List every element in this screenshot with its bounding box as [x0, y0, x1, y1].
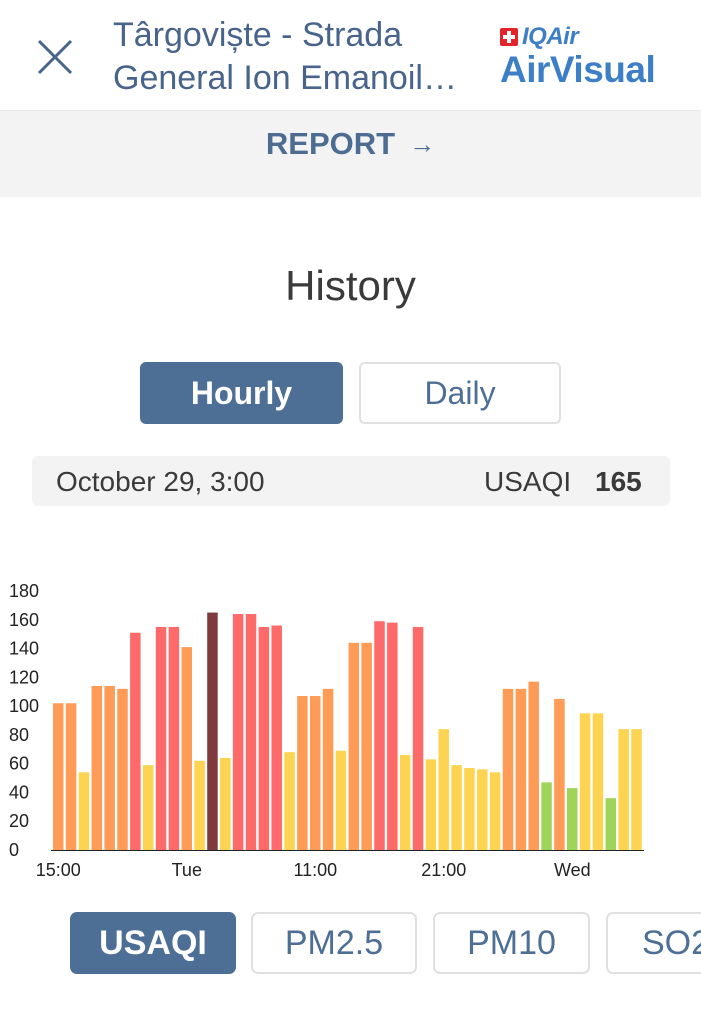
chart-bar[interactable]	[155, 626, 167, 850]
brand-airvisual: AirVisual	[500, 49, 656, 90]
y-tick-label: 120	[9, 667, 39, 687]
chart-bar[interactable]	[258, 626, 270, 850]
chart-bar[interactable]	[348, 642, 360, 850]
chart-bar[interactable]	[245, 614, 257, 850]
chart-bar[interactable]	[117, 688, 128, 850]
chart-bar-selected[interactable]	[207, 612, 218, 850]
station-title-line-2: General Ion Emanoil…	[113, 59, 457, 97]
chart-bar[interactable]	[322, 688, 334, 850]
history-title: History	[285, 262, 416, 309]
chart-bar[interactable]	[592, 713, 604, 850]
readout-unit: USAQI	[484, 466, 572, 497]
y-tick-label: 140	[9, 639, 39, 659]
x-tick-label: 15:00	[36, 860, 81, 880]
top-bar: Târgoviște - Strada General Ion Emanoil……	[0, 0, 701, 111]
brand-logo: IQAir AirVisual	[500, 23, 680, 90]
pollutant-tab-so2[interactable]: SO2	[606, 912, 701, 974]
chart-bar[interactable]	[297, 696, 308, 850]
swiss-flag-icon	[500, 28, 518, 46]
x-tick-label: 21:00	[421, 860, 466, 880]
chart-bar[interactable]	[104, 685, 115, 850]
chart-bar[interactable]	[605, 798, 617, 850]
chart-bar[interactable]	[91, 685, 103, 850]
hourly-tab[interactable]: Hourly	[140, 362, 343, 424]
chart-bar[interactable]	[567, 788, 578, 850]
arrow-right-icon: →	[409, 128, 436, 159]
chart-bar[interactable]	[631, 729, 642, 850]
chart-bar[interactable]	[554, 698, 565, 850]
chart-bar[interactable]	[361, 642, 372, 850]
chart-bar[interactable]	[284, 752, 295, 850]
y-tick-label: 60	[9, 754, 29, 774]
close-button[interactable]	[30, 32, 80, 82]
pollutant-tab-pm25[interactable]: PM2.5	[251, 912, 417, 974]
chart-bar[interactable]	[579, 713, 591, 850]
chart-bar[interactable]	[168, 626, 180, 850]
chart-bar[interactable]	[65, 703, 77, 850]
chart-bar[interactable]	[232, 614, 244, 850]
close-icon	[37, 39, 73, 75]
y-tick-label: 20	[9, 811, 29, 831]
chart-bar[interactable]	[528, 681, 539, 850]
chart-bar[interactable]	[618, 729, 629, 850]
chart-bar[interactable]	[335, 750, 347, 850]
chart-bar[interactable]	[310, 696, 321, 850]
y-tick-label: 180	[9, 581, 39, 601]
chart-bar[interactable]	[220, 757, 231, 850]
daily-tab[interactable]: Daily	[359, 362, 561, 424]
y-tick-label: 0	[9, 840, 19, 860]
chart-bar[interactable]	[142, 765, 154, 850]
y-tick-label: 160	[9, 610, 39, 630]
chart-bar[interactable]	[438, 729, 450, 850]
y-tick-label: 100	[9, 696, 39, 716]
chart-bar[interactable]	[374, 621, 385, 850]
readout-value: 165	[595, 466, 642, 497]
chart-bar[interactable]	[78, 772, 90, 850]
pollutant-tab-usaqi[interactable]: USAQI	[70, 912, 236, 974]
x-tick-label: Wed	[554, 860, 591, 880]
chart-bar[interactable]	[412, 626, 424, 850]
chart-bar[interactable]	[541, 782, 552, 850]
selected-bar-readout: October 29, 3:00 USAQI 165	[32, 456, 670, 506]
report-band: REPORT →	[0, 111, 701, 197]
chart-bar[interactable]	[130, 632, 141, 850]
station-title: Târgoviște - Strada General Ion Emanoil…	[113, 14, 493, 100]
chart-bar[interactable]	[489, 772, 501, 850]
readout-date: October 29, 3:00	[56, 466, 265, 497]
report-link[interactable]: REPORT →	[266, 124, 435, 164]
x-tick-label: 11:00	[293, 860, 337, 880]
chart-bar[interactable]	[425, 759, 437, 850]
station-title-line-1: Târgoviște - Strada	[113, 16, 403, 54]
x-tick-label: Tue	[172, 860, 202, 880]
brand-iqair: IQAir	[522, 23, 579, 50]
chart-bar[interactable]	[194, 760, 205, 850]
pollutant-tab-pm10[interactable]: PM10	[433, 912, 590, 974]
chart-bar[interactable]	[464, 767, 475, 850]
y-tick-label: 80	[9, 725, 29, 745]
chart-bar[interactable]	[477, 769, 488, 850]
aqi-history-chart[interactable]: 0 20 40 60 80 100 120 140 160 180 15:00 Tue 11:00 21:…	[0, 570, 701, 890]
chart-bar[interactable]	[502, 688, 514, 850]
report-label: REPORT	[265, 126, 396, 161]
chart-bar[interactable]	[181, 647, 193, 850]
chart-bar[interactable]	[53, 703, 64, 850]
chart-bar[interactable]	[399, 755, 411, 850]
chart-bar[interactable]	[451, 765, 462, 850]
chart-bar[interactable]	[515, 688, 527, 850]
y-tick-label: 40	[9, 782, 29, 802]
chart-bar[interactable]	[271, 625, 282, 850]
chart-bar[interactable]	[387, 622, 398, 850]
